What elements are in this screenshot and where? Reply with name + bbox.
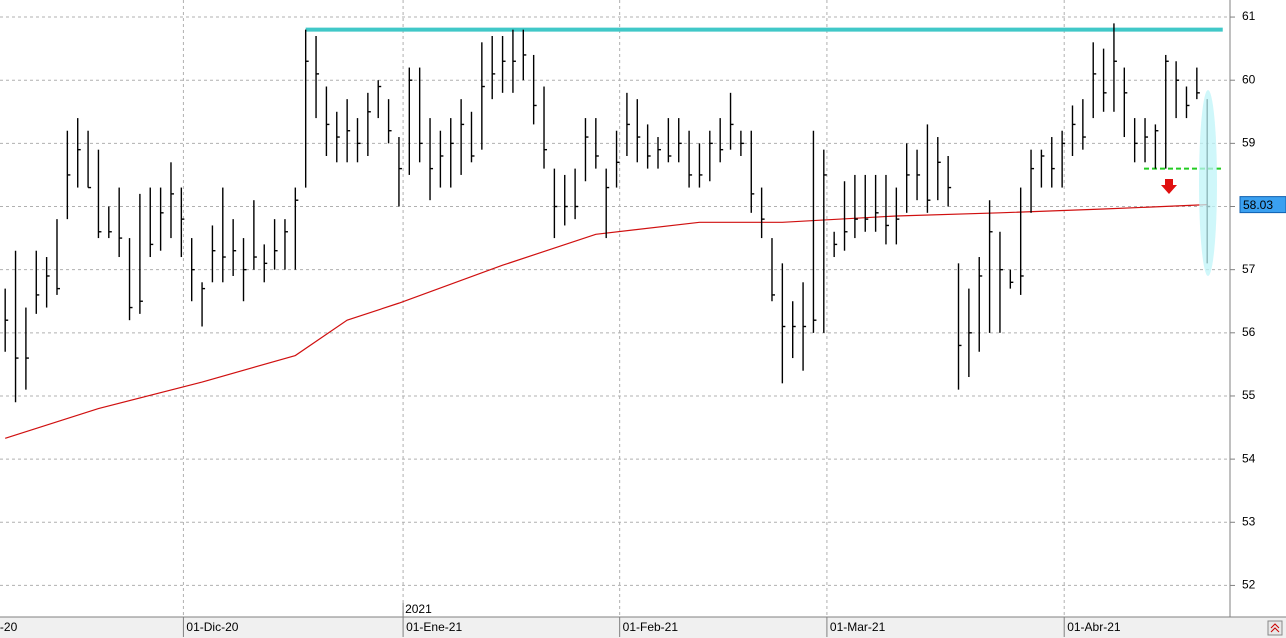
x-tick-label: 01-Abr-21 [1067,620,1121,634]
x-axis-band [0,617,1286,638]
y-tick-label: 55 [1242,388,1256,402]
y-tick-label: 57 [1242,262,1256,276]
plot-area [0,0,1230,617]
x-tick-label: -20 [0,620,18,634]
moving-average-line [4,204,1208,439]
y-tick-label: 53 [1242,514,1256,528]
y-tick-label: 56 [1242,325,1256,339]
last-value-box [1239,196,1286,214]
last-value-label: 58.03 [1243,198,1273,212]
year-marker-label: 2021 [405,602,432,616]
y-tick-label: 60 [1242,72,1256,86]
x-tick-label: 01-Mar-21 [830,620,886,634]
y-tick-label: 52 [1242,578,1256,592]
highlight-ellipse [1199,90,1217,276]
x-tick-label: 01-Ene-21 [406,620,462,634]
x-tick-label: 01-Feb-21 [623,620,679,634]
down-arrow [1161,179,1177,194]
y-tick-label: 59 [1242,136,1256,150]
corner-icon-glyph [1270,623,1280,633]
y-tick-label: 61 [1242,9,1256,23]
y-tick-label: 54 [1242,451,1256,465]
x-tick-label: 01-Dic-20 [186,620,238,634]
